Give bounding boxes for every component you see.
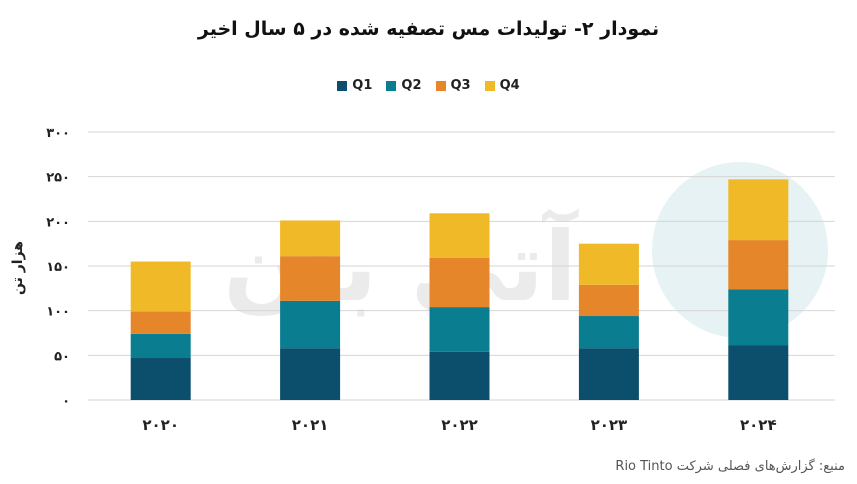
y-tick-label: ۱۵۰ — [46, 260, 70, 275]
legend-label: Q3 — [450, 78, 471, 93]
legend-label: Q2 — [401, 78, 422, 93]
y-tick-label: ۰ — [62, 394, 70, 409]
legend-swatch — [484, 80, 495, 91]
bar-segment-q3 — [429, 257, 490, 308]
legend-item-q2: Q2 — [386, 78, 422, 93]
bar-segment-q1 — [130, 358, 191, 400]
bar-segment-q2 — [280, 300, 341, 349]
bar-segment-q2 — [728, 289, 789, 346]
legend-label: Q4 — [499, 78, 520, 93]
legend-label: Q1 — [352, 78, 373, 93]
bar-segment-q3 — [280, 256, 341, 301]
x-tick-label: ۲۰۲۴ — [740, 416, 777, 434]
chart-legend: Q1 Q2 Q3 Q4 — [0, 78, 857, 93]
x-tick-label: ۲۰۲۱ — [292, 416, 329, 434]
bar-segment-q3 — [578, 284, 639, 317]
bar-segment-q1 — [728, 345, 789, 400]
legend-item-q1: Q1 — [337, 78, 372, 93]
legend-swatch — [435, 80, 446, 91]
x-tick-label: ۲۰۲۳ — [591, 416, 628, 434]
y-tick-label: ۱۰۰ — [46, 305, 70, 320]
bar-segment-q1 — [280, 348, 341, 400]
y-tick-label: ۲۵۰ — [46, 171, 70, 186]
bar-segment-q4 — [578, 243, 639, 285]
bar-segment-q1 — [429, 351, 490, 400]
bar-segment-q4 — [280, 220, 341, 257]
legend-swatch — [386, 80, 397, 91]
bar-segment-q3 — [728, 240, 789, 290]
source-note: منبع: گزارش‌های فصلی شرکت Rio Tinto — [615, 459, 845, 474]
chart-title: نمودار ۲- تولیدات مس تصفیه شده در ۵ سال … — [197, 18, 660, 40]
y-tick-label: ۵۰ — [54, 349, 70, 364]
bar-segment-q3 — [130, 311, 191, 334]
y-tick-label: ۳۰۰ — [46, 126, 70, 141]
x-tick-label: ۲۰۲۰ — [142, 416, 179, 434]
y-axis-label: هزار تن — [10, 241, 26, 295]
x-tick-label: ۲۰۲۲ — [441, 416, 478, 434]
bar-segment-q1 — [578, 348, 639, 400]
bar-segment-q2 — [578, 316, 639, 349]
bar-segment-q4 — [728, 179, 789, 241]
bar-segment-q4 — [429, 213, 490, 258]
bar-segment-q2 — [130, 333, 191, 359]
bar-segment-q4 — [130, 261, 191, 312]
legend-item-q4: Q4 — [484, 78, 520, 93]
legend-swatch — [337, 80, 348, 91]
y-tick-label: ۲۰۰ — [46, 215, 70, 230]
bar-segment-q2 — [429, 307, 490, 352]
legend-item-q3: Q3 — [435, 78, 471, 93]
